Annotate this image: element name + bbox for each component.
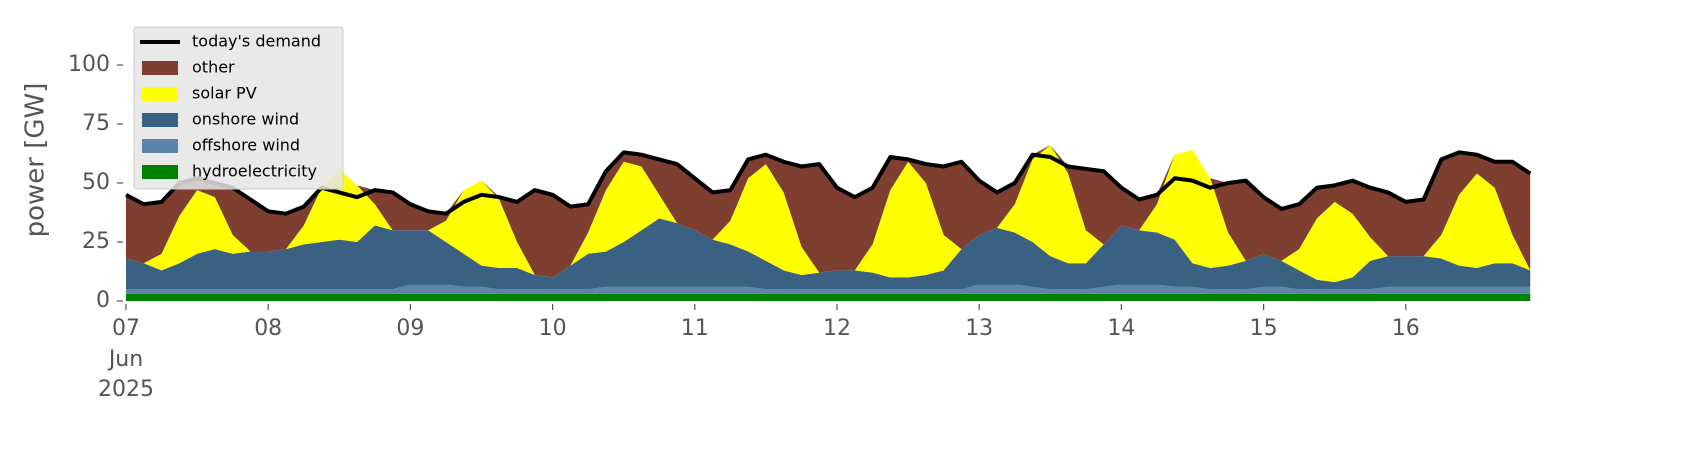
legend-label: hydroelectricity: [192, 162, 317, 181]
legend-label: offshore wind: [192, 136, 300, 155]
axes: 0 25 50 75 100 07 08 09 10 11 12 13 14 15 16 Jun 2025: [68, 52, 1420, 402]
line: [125, 150, 1532, 216]
x-date-label: Jun: [107, 347, 143, 372]
x-tick-label: 07: [112, 316, 140, 341]
legend-swatch: [142, 61, 178, 75]
x-tick-label: 13: [965, 316, 993, 341]
x-date-label: 2025: [98, 377, 154, 402]
legend: today's demand other solar PV onshore wind o…: [133, 26, 344, 190]
y-axis-label: power [GW]: [21, 83, 51, 238]
area: [126, 145, 1531, 278]
x-tick-label: 08: [254, 316, 282, 341]
y-tick-label: 0: [96, 288, 110, 313]
legend-label: onshore wind: [192, 110, 299, 129]
legend-box: [133, 26, 344, 190]
legend-swatch: [142, 165, 178, 179]
x-tick-label: 11: [681, 316, 709, 341]
legend-swatch: [142, 139, 178, 153]
x-tick-label: 14: [1107, 316, 1135, 341]
y-tick-label: 75: [82, 111, 110, 136]
legend-label: today's demand: [192, 32, 321, 51]
x-tick-label: 09: [396, 316, 424, 341]
legend-label: other: [192, 58, 235, 77]
y-tick-label: 50: [82, 170, 110, 195]
area: [126, 293, 1531, 301]
area: [126, 218, 1531, 290]
x-tick-label: 15: [1250, 316, 1278, 341]
legend-label: solar PV: [192, 84, 257, 103]
x-tick-label: 10: [539, 316, 567, 341]
x-tick-label: 16: [1392, 316, 1420, 341]
y-tick-label: 100: [68, 52, 110, 77]
plot-area: [125, 145, 1532, 301]
x-tick-label: 12: [823, 316, 851, 341]
legend-swatch: [142, 113, 178, 127]
legend-swatch: [142, 87, 178, 101]
y-tick-label: 25: [82, 229, 110, 254]
